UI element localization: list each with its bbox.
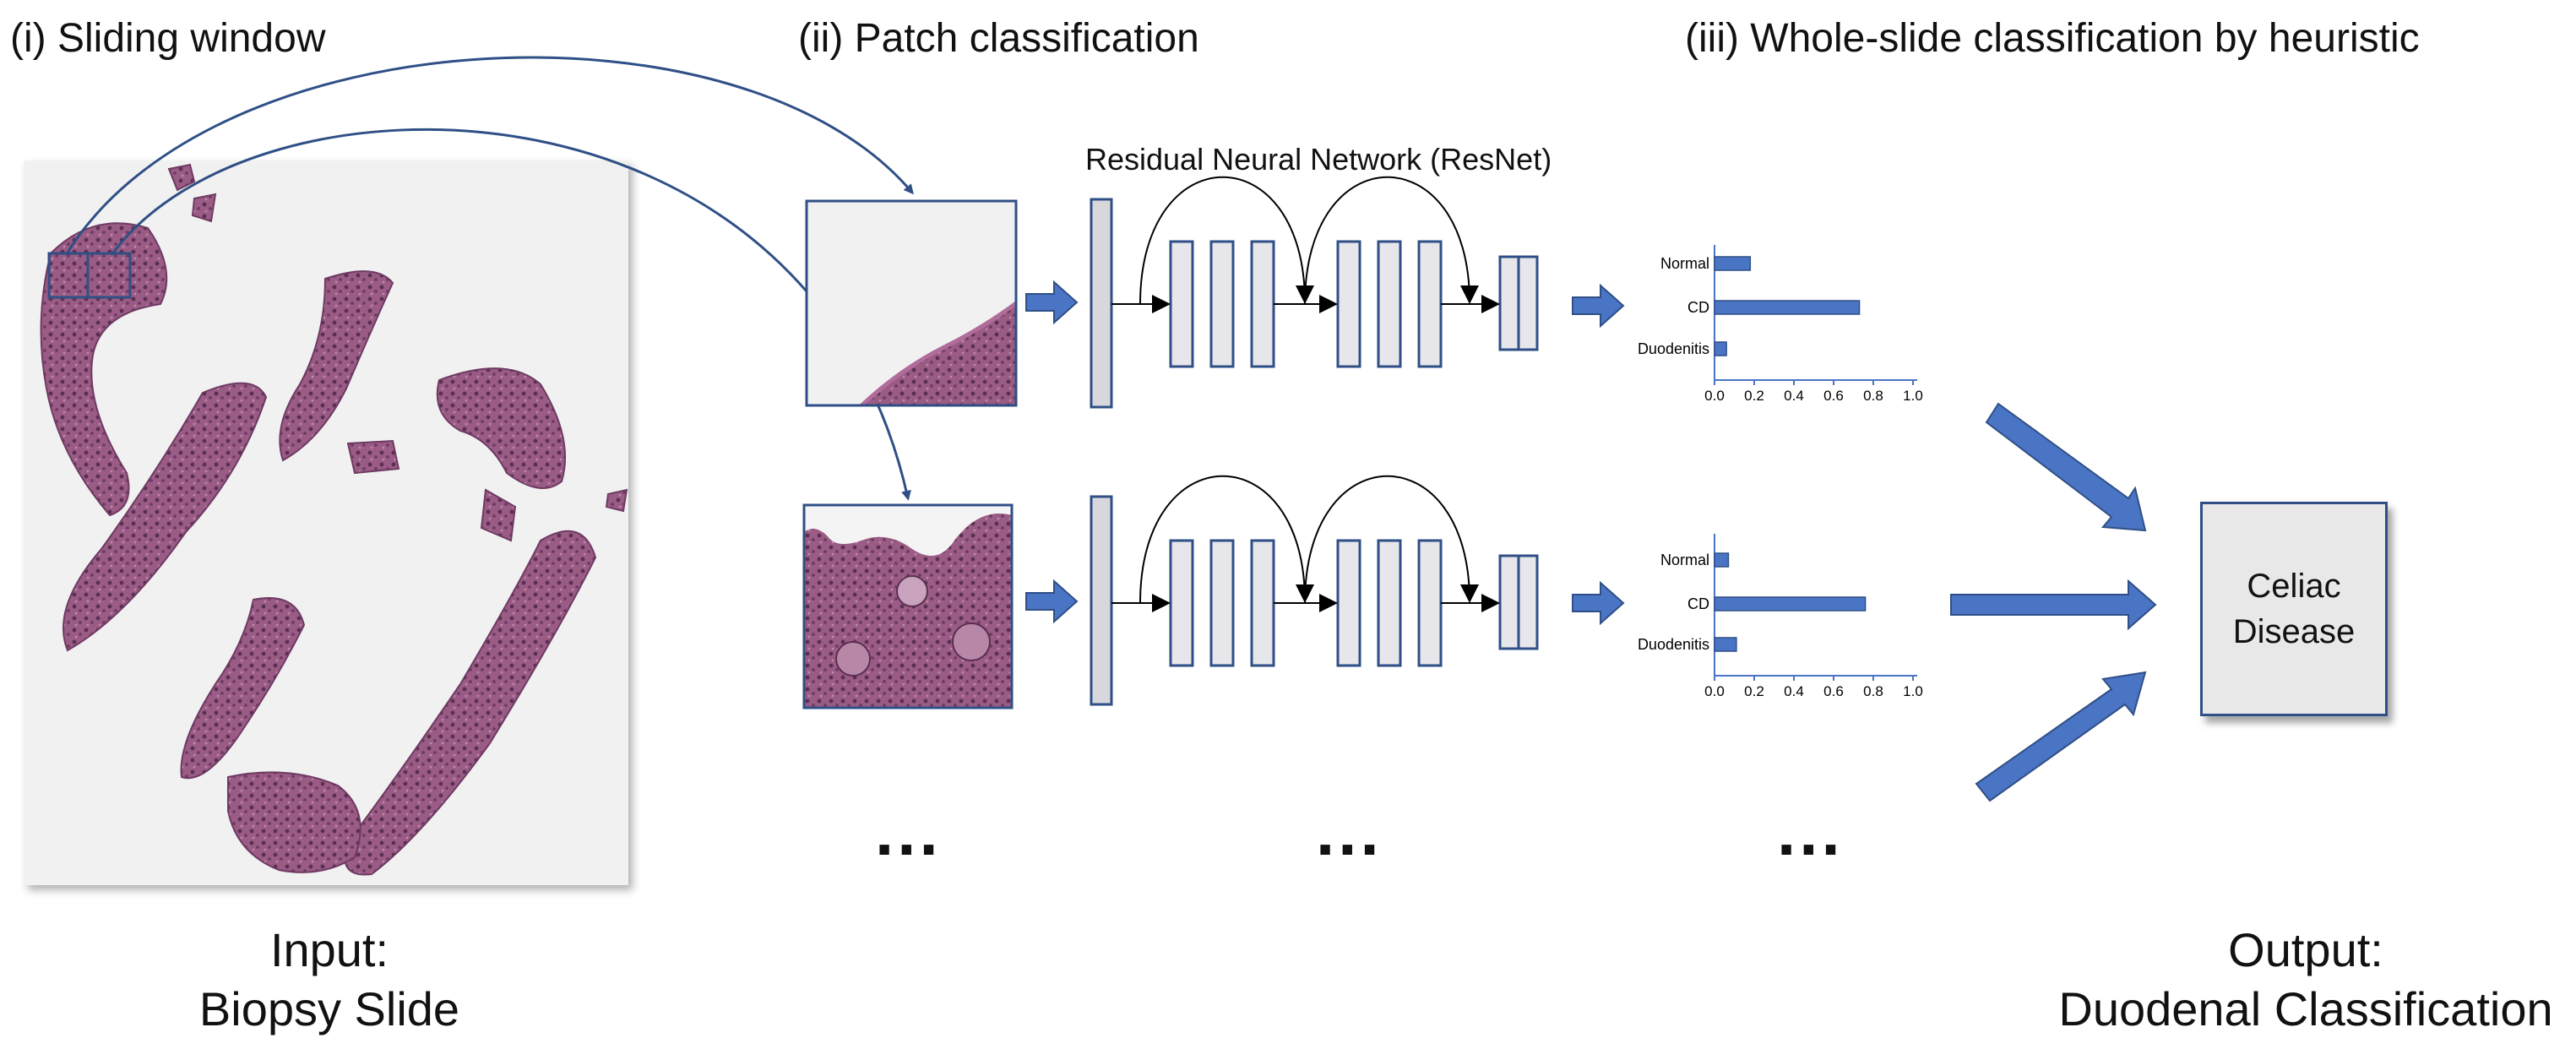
- output-box: Celiac Disease: [2200, 502, 2388, 716]
- chart1-bar-cd: [1714, 300, 1861, 315]
- ellipsis-networks: ...: [1316, 794, 1383, 869]
- chart1-category-label: Duodenitis: [1638, 340, 1709, 357]
- patch-chart-1: Normal CD Duodenitis 0.0 0.2 0.4 0.6 0.8 1.0: [1638, 245, 1923, 404]
- chart2-category-label: Duodenitis: [1638, 636, 1709, 653]
- chart1-bar-normal: [1714, 256, 1752, 271]
- resnet-label: Residual Neural Network (ResNet): [1085, 142, 1552, 177]
- input-caption-line1: Input:: [269, 923, 389, 976]
- chart1-category-label: Normal: [1660, 255, 1709, 272]
- ellipsis-patches: ...: [875, 794, 942, 869]
- chart1-category-label: CD: [1687, 299, 1709, 316]
- chart1-bar-duodenitis: [1714, 341, 1727, 356]
- chart2-x-tick-label: 0.2: [1744, 683, 1764, 699]
- block-arrow-patch2-to-net: [1025, 579, 1079, 624]
- output-box-line1: Celiac: [2247, 568, 2341, 605]
- chart2-x-tick-label: 1.0: [1903, 683, 1923, 699]
- chart2-bar-cd: [1714, 596, 1867, 611]
- output-caption-line2: Duodenal Classification: [2058, 982, 2553, 1035]
- patch-image-2: [802, 503, 1014, 709]
- patch-chart-2: Normal CD Duodenitis 0.0 0.2 0.4 0.6 0.8 1.0: [1638, 534, 1923, 699]
- input-caption: Input: Biopsy Slide: [152, 921, 507, 1039]
- ellipsis-charts: ...: [1777, 794, 1844, 869]
- chart1-x-tick-label: 0.4: [1784, 388, 1804, 404]
- block-arrow-net2-to-chart: [1572, 580, 1625, 626]
- output-caption: Output: Duodenal Classification: [2044, 921, 2568, 1039]
- chart2-bar-normal: [1714, 552, 1730, 568]
- chart2-x-tick-label: 0.0: [1704, 683, 1725, 699]
- chart2-bar-duodenitis: [1714, 637, 1737, 652]
- resnet-2: [1090, 495, 1539, 706]
- chart1-x-tick-label: 0.8: [1863, 388, 1883, 404]
- big-arrow-middle: [1950, 579, 2157, 631]
- big-arrow-upper: [1985, 402, 2147, 532]
- chart1-x-tick-label: 0.6: [1823, 388, 1844, 404]
- resnet-2-connections: [1111, 475, 1500, 612]
- chart1-x-tick-label: 1.0: [1903, 388, 1923, 404]
- stage-title-sliding-window: (i) Sliding window: [10, 16, 326, 61]
- big-arrow-lower: [1975, 671, 2147, 802]
- chart2-x-tick-label: 0.4: [1784, 683, 1804, 699]
- block-arrow-net1-to-chart: [1572, 283, 1625, 329]
- chart1-x-tick-label: 0.0: [1704, 388, 1725, 404]
- chart2-category-label: Normal: [1660, 552, 1709, 568]
- stage-title-patch-classification: (ii) Patch classification: [798, 16, 1199, 61]
- patch-image-1: [805, 199, 1018, 407]
- output-caption-line1: Output:: [2228, 923, 2383, 976]
- chart2-x-tick-label: 0.8: [1863, 683, 1883, 699]
- tissue-fragments: [40, 163, 628, 876]
- resnet-1-connections: [1111, 176, 1500, 313]
- chart2-x-tick-label: 0.6: [1823, 683, 1844, 699]
- block-arrow-patch1-to-net: [1025, 280, 1079, 325]
- window-arrow-1: [64, 56, 914, 256]
- sliding-window-2: [86, 252, 132, 299]
- input-caption-line2: Biopsy Slide: [198, 982, 460, 1035]
- stage-title-whole-slide: (iii) Whole-slide classification by heur…: [1685, 16, 2420, 61]
- output-box-line2: Disease: [2232, 613, 2356, 650]
- chart2-category-label: CD: [1687, 595, 1709, 612]
- chart1-x-tick-label: 0.2: [1744, 388, 1764, 404]
